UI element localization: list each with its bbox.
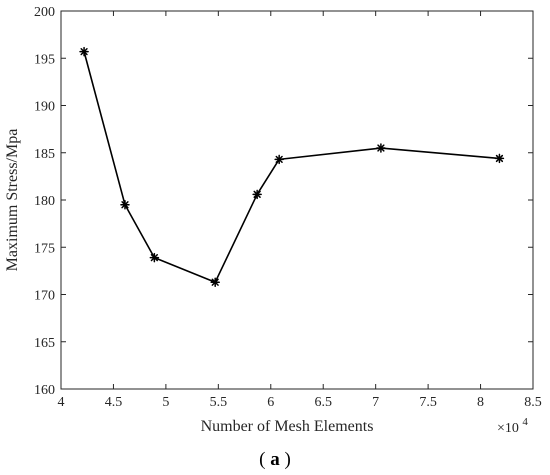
y-axis-title: Maximum Stress/Mpa xyxy=(4,129,21,272)
data-point-marker xyxy=(149,252,160,263)
x-tick-label: 5.5 xyxy=(210,395,228,410)
y-tick-label: 185 xyxy=(34,147,55,162)
y-tick-label: 190 xyxy=(34,100,55,115)
x-axis-title: Number of Mesh Elements xyxy=(201,418,374,435)
x-tick-label: 4.5 xyxy=(105,395,123,410)
x-tick-label: 4 xyxy=(58,395,65,410)
data-point-marker xyxy=(120,199,130,210)
y-tick-label: 165 xyxy=(34,336,55,351)
y-tick-label: 180 xyxy=(34,194,55,209)
y-tick-label: 170 xyxy=(34,289,55,304)
x-axis-ticks: 4 4.5 5 5.5 6 6.5 7 7.5 8 8.5 xyxy=(58,11,542,410)
y-axis-ticks: 160 165 170 175 180 185 190 195 200 xyxy=(34,5,533,398)
caption-letter: a xyxy=(270,449,280,470)
data-point-marker xyxy=(376,143,386,153)
x-exponent-power: 4 xyxy=(522,416,528,428)
x-exponent-base: ×10 xyxy=(497,421,519,436)
data-point-marker xyxy=(274,154,284,165)
data-point-marker xyxy=(494,153,505,164)
x-tick-label: 7.5 xyxy=(419,395,437,410)
data-point-marker xyxy=(79,46,89,57)
x-axis-exponent-label: ×10 4 xyxy=(497,416,528,436)
caption-close-paren: ) xyxy=(285,449,291,470)
y-tick-label: 160 xyxy=(34,383,55,398)
x-tick-label: 6.5 xyxy=(314,395,332,410)
data-point-marker xyxy=(210,277,220,287)
x-tick-label: 8 xyxy=(477,395,484,410)
series-line xyxy=(83,51,500,284)
y-tick-label: 175 xyxy=(34,241,55,256)
x-tick-label: 5 xyxy=(162,395,169,410)
data-series-layer xyxy=(79,46,505,287)
y-tick-label: 200 xyxy=(34,5,55,20)
x-tick-label: 6 xyxy=(267,395,274,410)
x-tick-label: 7 xyxy=(372,395,379,410)
caption-open-paren: ( xyxy=(259,449,265,470)
y-tick-label: 195 xyxy=(34,52,55,67)
data-point-marker xyxy=(252,189,262,200)
panel-caption: ( a ) xyxy=(259,449,291,470)
x-tick-label: 8.5 xyxy=(524,395,542,410)
